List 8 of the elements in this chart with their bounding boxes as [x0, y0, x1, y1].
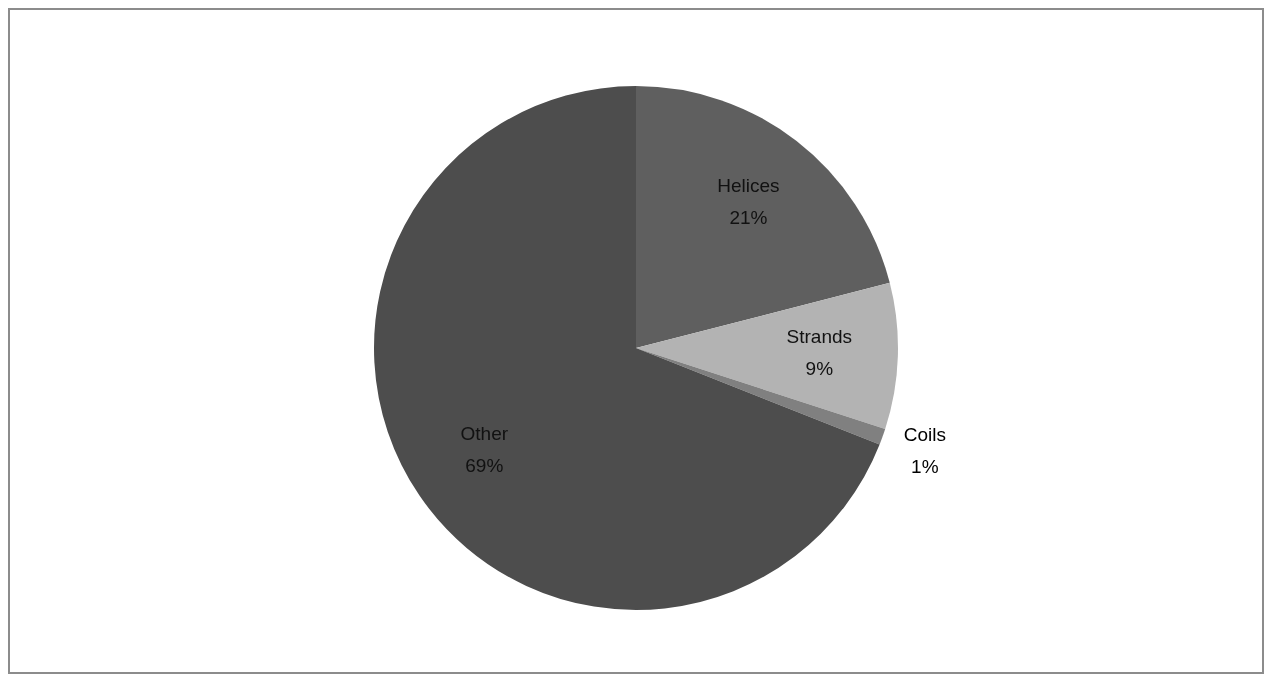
data-label: 1% — [911, 456, 939, 478]
slice-label: Other — [460, 423, 509, 445]
data-label: 9% — [805, 358, 834, 379]
data-label: 69% — [465, 455, 504, 477]
slice-label: Coils — [903, 424, 946, 446]
slice-label: Helices — [717, 175, 780, 197]
slice-label: Strands — [786, 326, 853, 347]
data-label: 21% — [729, 207, 768, 229]
